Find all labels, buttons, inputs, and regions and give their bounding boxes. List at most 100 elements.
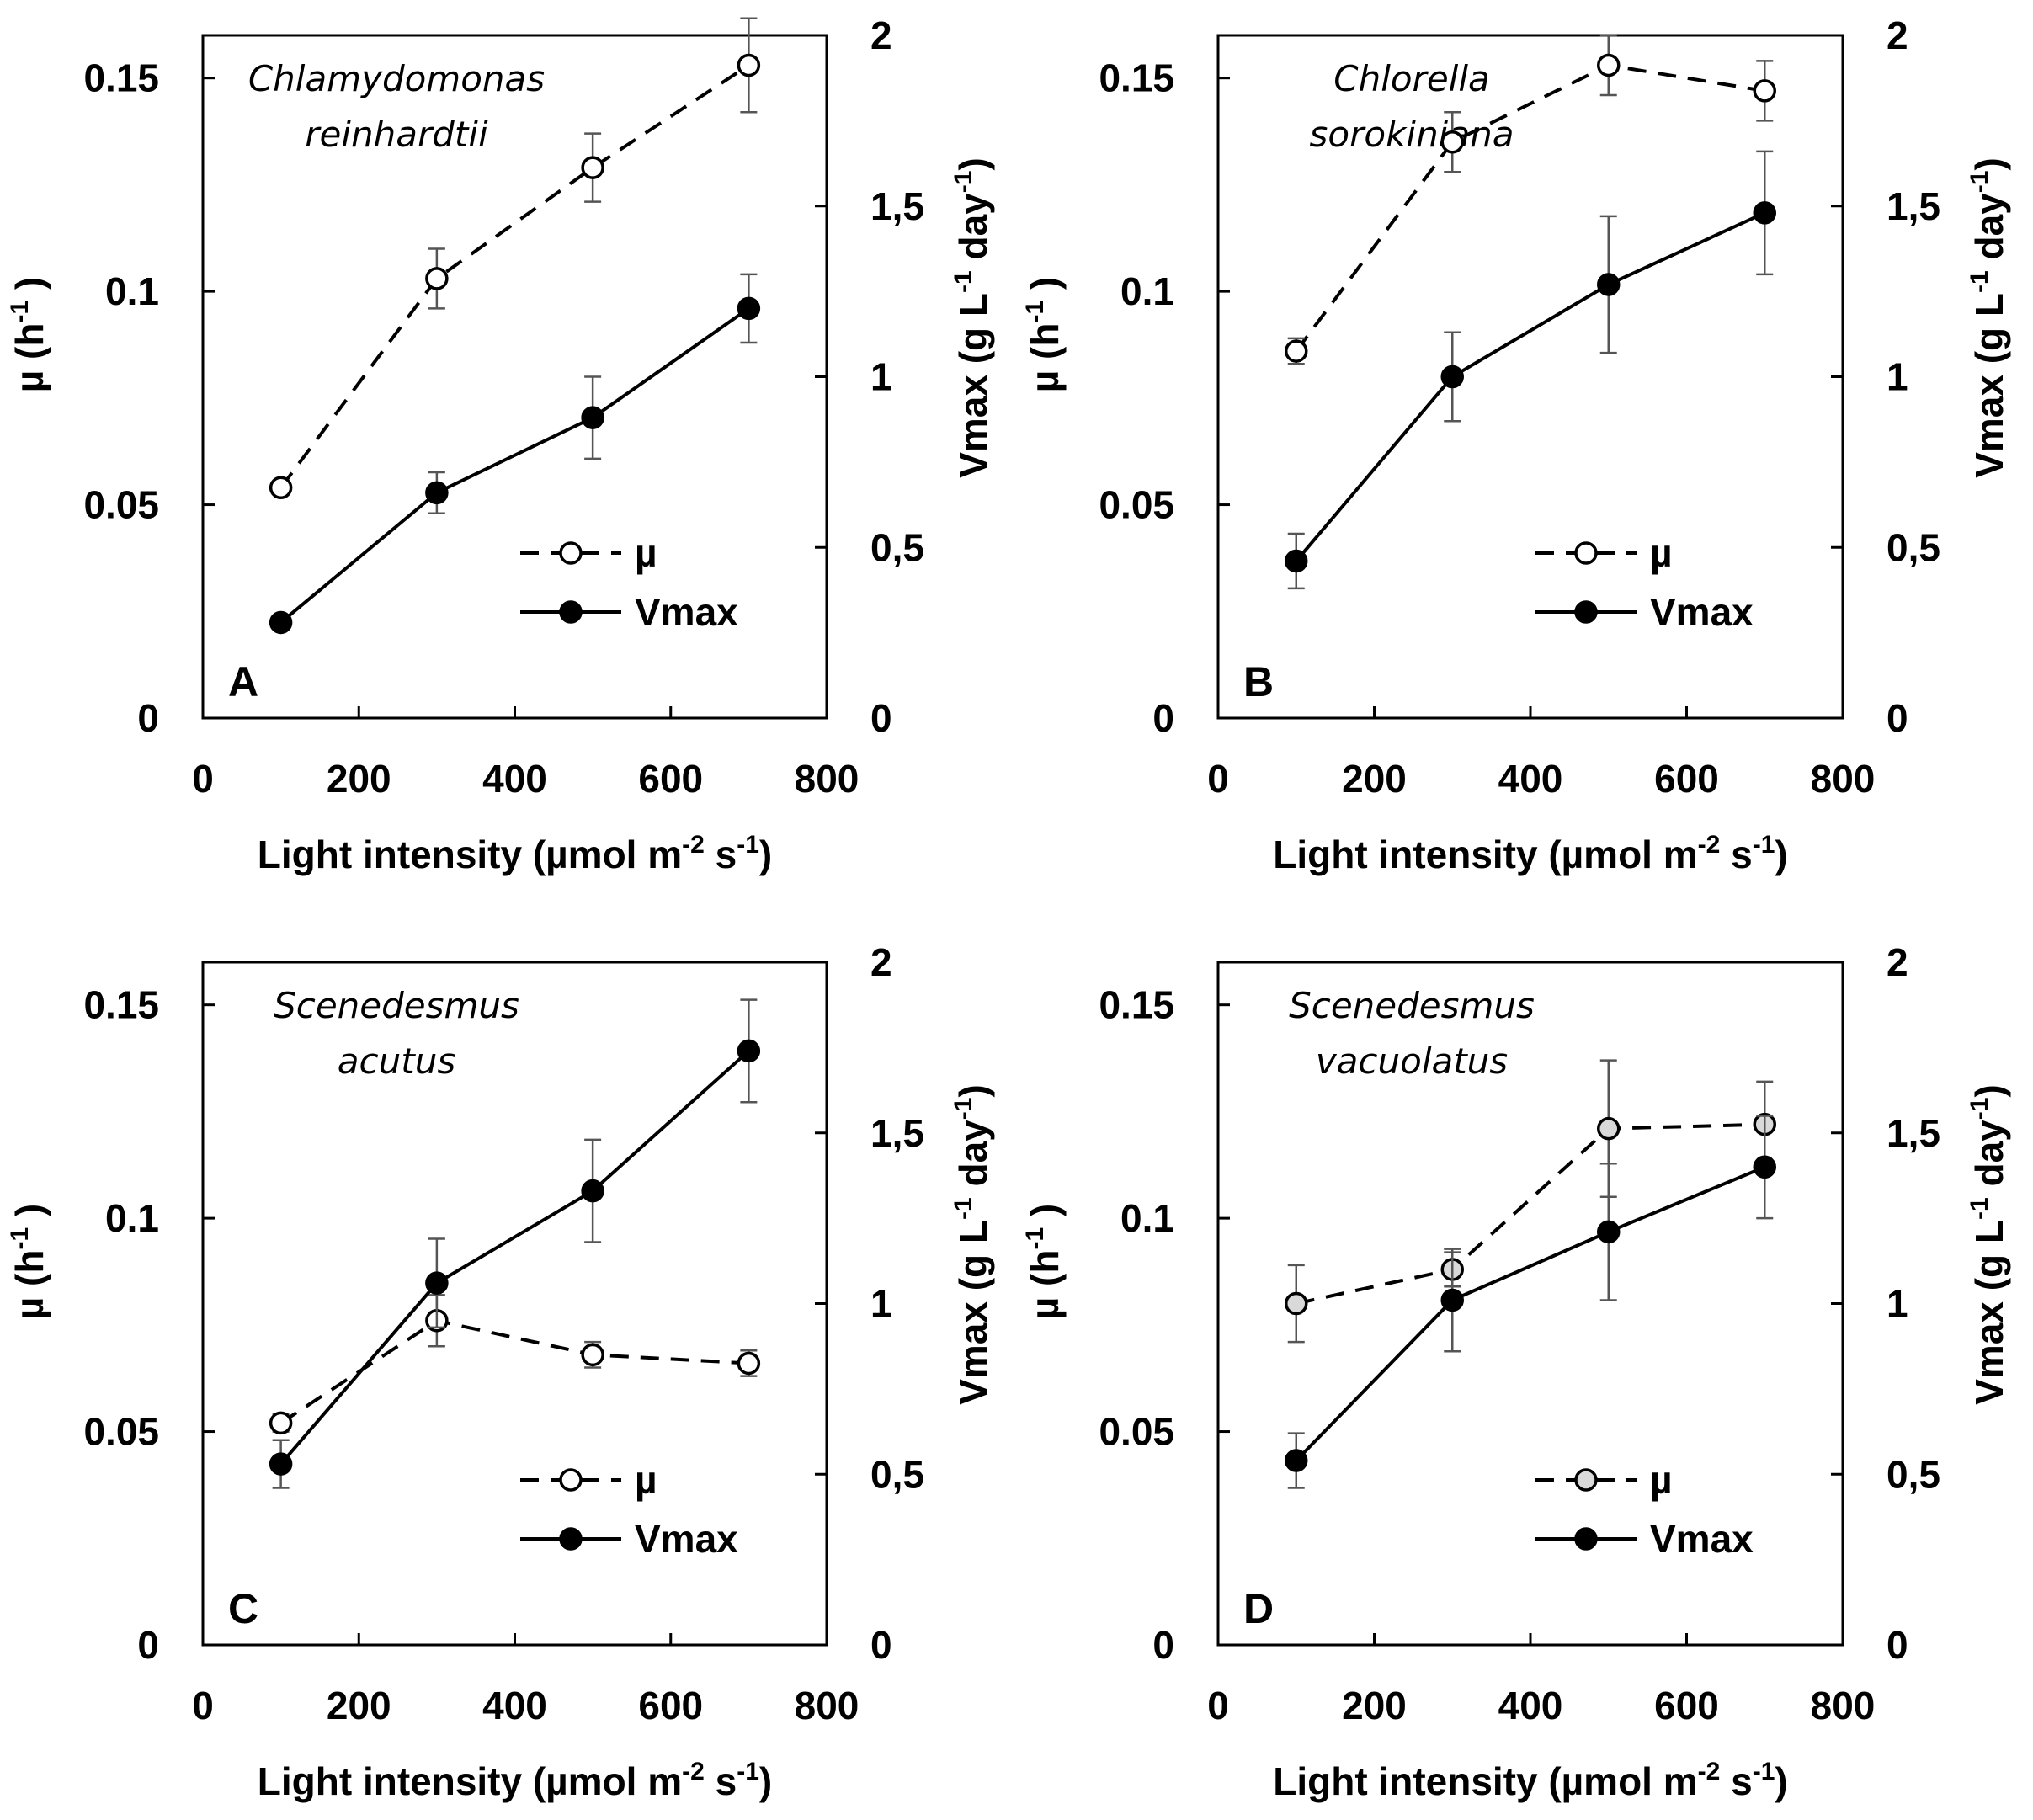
x-tick-label: 0 [192,1684,214,1727]
y-left-tick-label: 0.1 [1120,269,1174,313]
panel-letter: B [1243,658,1274,705]
y-right-tick-label: 1 [870,1282,892,1326]
legend-label-vmax: Vmax [1650,590,1754,634]
x-tick-label: 0 [1207,757,1229,801]
species-name: vacuolatus [1316,1040,1508,1082]
data-point [425,267,449,290]
data-point [1753,201,1776,225]
legend-marker-mu [559,1468,583,1492]
series-line [1295,63,1765,353]
y-left-axis-title: µ (h-1 ) [1021,277,1067,393]
y-right-tick-label: 0 [1887,1623,1908,1667]
y-right-tick-label: 1,5 [1887,184,1940,228]
series-line [279,1049,750,1466]
y-right-tick-label: 0 [870,1623,892,1667]
series-mu [269,17,761,500]
x-tick-label: 800 [1811,1684,1876,1727]
y-right-tick-label: 2 [870,940,892,984]
data-point [737,53,761,77]
x-tick-label: 0 [192,757,214,801]
y-right-axis-title: Vmax (g L-1 day-1) [1966,1084,2011,1405]
species-name: acutus [338,1040,455,1082]
x-tick-label: 200 [327,1684,391,1727]
legend: µ Vmax [520,1458,738,1561]
y-right-tick-label: 1,5 [870,184,924,228]
data-point [1285,1449,1308,1472]
legend-label-mu: µ [635,531,657,575]
species-name: Chlorella [1333,58,1490,99]
series-mu [1285,1059,1776,1344]
panel-letter: D [1243,1585,1274,1632]
series-line [1295,1165,1766,1462]
data-point [581,156,604,179]
series-vmax [269,273,761,635]
x-tick-label: 600 [638,757,703,801]
y-right-tick-label: 0 [1887,696,1908,740]
species-name: sorokiniana [1310,114,1514,155]
data-point [1440,365,1464,389]
legend: µ Vmax [1535,531,1754,634]
data-point [1597,53,1621,77]
panel-c: 0 200 400 600 80000.050.10.1500,511,52Light … [6,940,995,1803]
data-point [1753,1155,1776,1179]
data-point [1285,339,1308,363]
series-vmax [1285,150,1776,590]
y-left-tick-label: 0.05 [83,483,159,527]
y-left-tick-label: 0.1 [1120,1196,1174,1240]
legend-label-mu: µ [1650,1458,1673,1502]
legend-label-mu: µ [635,1458,657,1502]
y-right-tick-label: 2 [1887,940,1908,984]
series-mu [1285,34,1776,365]
y-right-tick-label: 2 [870,13,892,57]
data-point [737,1351,761,1376]
data-point [269,1452,293,1476]
y-left-tick-label: 0 [137,696,159,740]
y-left-tick-label: 0.15 [83,983,159,1027]
legend-label-vmax: Vmax [635,590,738,634]
series-mu [269,1294,761,1435]
panel-d: 0 200 400 600 800 0 0.05 0.1 0.15 0 0,5 1 1,5 2 Light … [1021,940,2011,1803]
y-right-tick-label: 1 [1887,355,1908,399]
x-axis-title: Light intensity (µmol m-2 s-1) [1273,1758,1787,1803]
species-name: Scenedesmus [1289,985,1535,1026]
x-tick-label: 200 [1342,757,1407,801]
legend-label-vmax: Vmax [1650,1517,1754,1561]
x-tick-label: 400 [482,1684,547,1727]
data-point [1440,1288,1464,1312]
series-line [279,63,750,489]
data-point [269,1411,293,1435]
series-line [279,1318,749,1425]
y-left-tick-label: 0.05 [1099,483,1174,527]
y-left-tick-label: 0.1 [105,1196,159,1240]
data-point [425,1271,449,1295]
y-left-tick-label: 0 [137,1623,159,1667]
species-name: reinhardtii [305,114,488,155]
x-tick-label: 600 [1654,757,1719,801]
data-point [1440,130,1464,154]
legend-label-mu: µ [1650,531,1673,575]
x-tick-label: 600 [1654,1684,1719,1727]
y-left-tick-label: 0 [1152,1623,1174,1667]
data-point [1597,1116,1621,1141]
x-tick-label: 200 [327,757,391,801]
panel-a: 0 200 400 600 80000.050.10.1500,511,52Light … [6,13,995,876]
data-point [269,610,293,635]
y-right-axis-title: Vmax (g L-1 day-1) [950,1084,995,1405]
panel-b: 0 200 400 600 80000.050.10.1500,511,52Light … [1021,13,2011,876]
series-line [1296,1122,1765,1306]
data-point [425,481,449,505]
data-point [581,1179,604,1203]
legend-marker-mu [1574,1468,1598,1492]
series-vmax [1285,1115,1776,1489]
species-name: Scenedesmus [274,985,519,1026]
legend-marker-mu [559,541,583,565]
y-left-axis-title: µ (h-1 ) [6,277,51,393]
legend-marker-vmax [1574,1527,1598,1551]
y-left-tick-label: 0.05 [1099,1410,1174,1454]
data-point [581,1343,604,1367]
legend: µ Vmax [520,531,738,634]
series-line [1295,211,1766,562]
data-point [581,406,604,429]
panel-letter: C [228,1585,258,1632]
